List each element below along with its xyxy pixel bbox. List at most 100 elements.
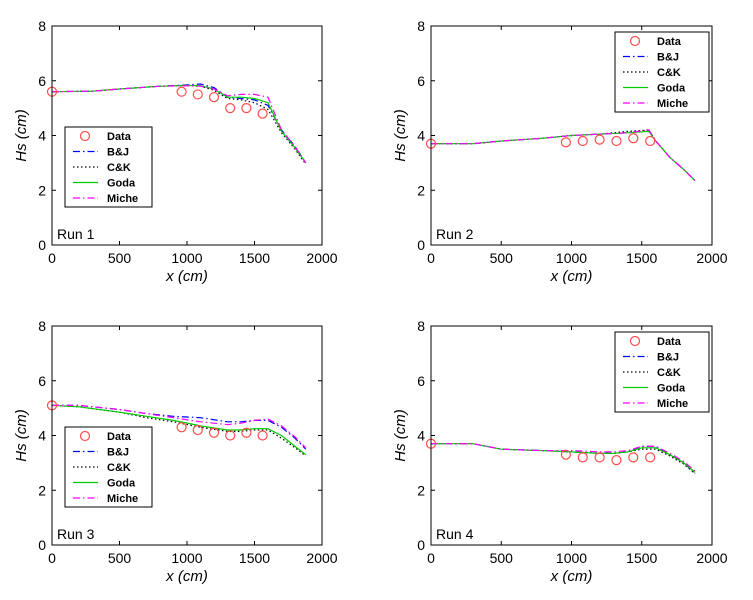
legend-label: Data (657, 336, 682, 348)
y-tick-label: 2 (417, 182, 425, 198)
x-tick-label: 500 (490, 550, 514, 566)
y-axis-label: Hs (cm) (13, 409, 30, 462)
data-point (560, 449, 571, 460)
data-point (208, 427, 220, 438)
y-tick-label: 8 (38, 318, 46, 334)
series-line-bj (52, 404, 307, 450)
legend-label: Miche (657, 398, 688, 410)
legend: Data B&J C&K Goda Miche (614, 31, 710, 113)
data-point (628, 452, 639, 463)
legend-label: C&K (657, 67, 681, 79)
legend-label: Data (107, 131, 132, 143)
chart-panel-3: 0 2 4 6 8 0 500 1000 1500 2000 x (cm) Hs (cm) Run 3 D… (13, 318, 338, 585)
y-tick-label: 0 (417, 537, 425, 553)
x-tick-label: 1000 (171, 550, 202, 566)
y-axis-label: Hs (cm) (392, 409, 409, 462)
legend-label: Miche (107, 493, 138, 505)
x-axis-label: x (cm) (550, 568, 593, 585)
x-axis-label: x (cm) (165, 268, 208, 285)
data-point (611, 455, 622, 466)
x-tick-label: 0 (427, 250, 435, 266)
y-tick-label: 0 (38, 237, 46, 253)
series-line-goda (431, 443, 696, 473)
legend-marker (79, 430, 91, 442)
x-tick-label: 2000 (306, 550, 337, 566)
series-line-miche (52, 404, 307, 449)
legend: Data B&J C&K Goda Miche (64, 126, 153, 208)
data-point (594, 452, 605, 463)
y-tick-label: 4 (417, 428, 425, 444)
legend-label: C&K (107, 162, 131, 174)
data-point (192, 89, 203, 100)
data-point (577, 452, 588, 463)
legend-label: B&J (107, 447, 129, 459)
legend-label: B&J (107, 147, 129, 159)
data-point (645, 135, 656, 147)
y-tick-label: 6 (38, 373, 46, 389)
legend-label: Goda (107, 478, 136, 490)
x-tick-label: 1000 (171, 250, 202, 266)
y-tick-label: 8 (417, 318, 425, 334)
data-point (628, 133, 639, 144)
plot-frame (51, 25, 323, 246)
series-line-goda (51, 404, 307, 456)
x-tick-label: 1500 (626, 550, 657, 566)
legend-label: Goda (657, 83, 686, 95)
x-axis-label: x (cm) (165, 568, 208, 585)
run-label: Run 2 (436, 226, 474, 242)
x-tick-label: 0 (427, 550, 435, 566)
series-line-goda (431, 130, 696, 182)
legend-box (614, 31, 710, 113)
plot-frame (51, 325, 323, 546)
legend-label: Data (107, 431, 132, 443)
legend-label: B&J (657, 352, 679, 364)
data-point (257, 108, 268, 119)
y-tick-label: 4 (417, 128, 425, 144)
legend-marker (629, 35, 641, 47)
data-point (241, 427, 252, 438)
y-tick-label: 4 (38, 428, 46, 444)
legend-label: B&J (657, 52, 679, 64)
x-tick-label: 0 (48, 550, 56, 566)
legend-label: Miche (657, 98, 688, 110)
x-tick-label: 1000 (556, 550, 587, 566)
y-axis-label: Hs (cm) (13, 109, 30, 162)
run-label: Run 3 (57, 526, 95, 542)
data-point (176, 422, 187, 433)
x-axis-label: x (cm) (550, 268, 593, 285)
plot-frame (430, 325, 713, 546)
series-line-miche (51, 85, 307, 164)
x-tick-label: 1000 (556, 250, 587, 266)
legend-label: C&K (107, 462, 131, 474)
y-tick-label: 6 (417, 373, 425, 389)
x-tick-label: 1500 (626, 250, 657, 266)
data-point (192, 424, 203, 436)
y-tick-label: 4 (38, 128, 46, 144)
y-tick-label: 0 (417, 237, 425, 253)
data-point (225, 430, 236, 441)
legend-box (64, 126, 153, 208)
data-point (257, 430, 268, 441)
chart-panel-1: 0 2 4 6 8 0 500 1000 1500 2000 x (cm) Hs (cm) Run 1 D… (13, 18, 338, 285)
legend-label: Goda (657, 383, 686, 395)
y-tick-label: 2 (38, 482, 46, 498)
x-tick-label: 2000 (696, 250, 727, 266)
y-tick-label: 2 (38, 182, 46, 198)
data-point (577, 135, 588, 147)
y-tick-label: 8 (417, 18, 425, 34)
data-point (241, 103, 252, 114)
x-tick-label: 0 (48, 250, 56, 266)
legend-marker (79, 130, 91, 142)
x-tick-label: 1500 (239, 250, 270, 266)
data-point (225, 103, 236, 114)
legend-label: C&K (657, 367, 681, 379)
data-point (645, 452, 656, 463)
run-label: Run 1 (57, 226, 95, 242)
data-point (176, 86, 187, 97)
legend-label: Miche (107, 193, 138, 205)
legend-label: Goda (107, 178, 136, 190)
y-tick-label: 2 (417, 482, 425, 498)
chart-panel-2: 0 2 4 6 8 0 500 1000 1500 2000 x (cm) Hs (cm) Run 2 D… (392, 18, 728, 285)
legend-box (614, 331, 710, 413)
